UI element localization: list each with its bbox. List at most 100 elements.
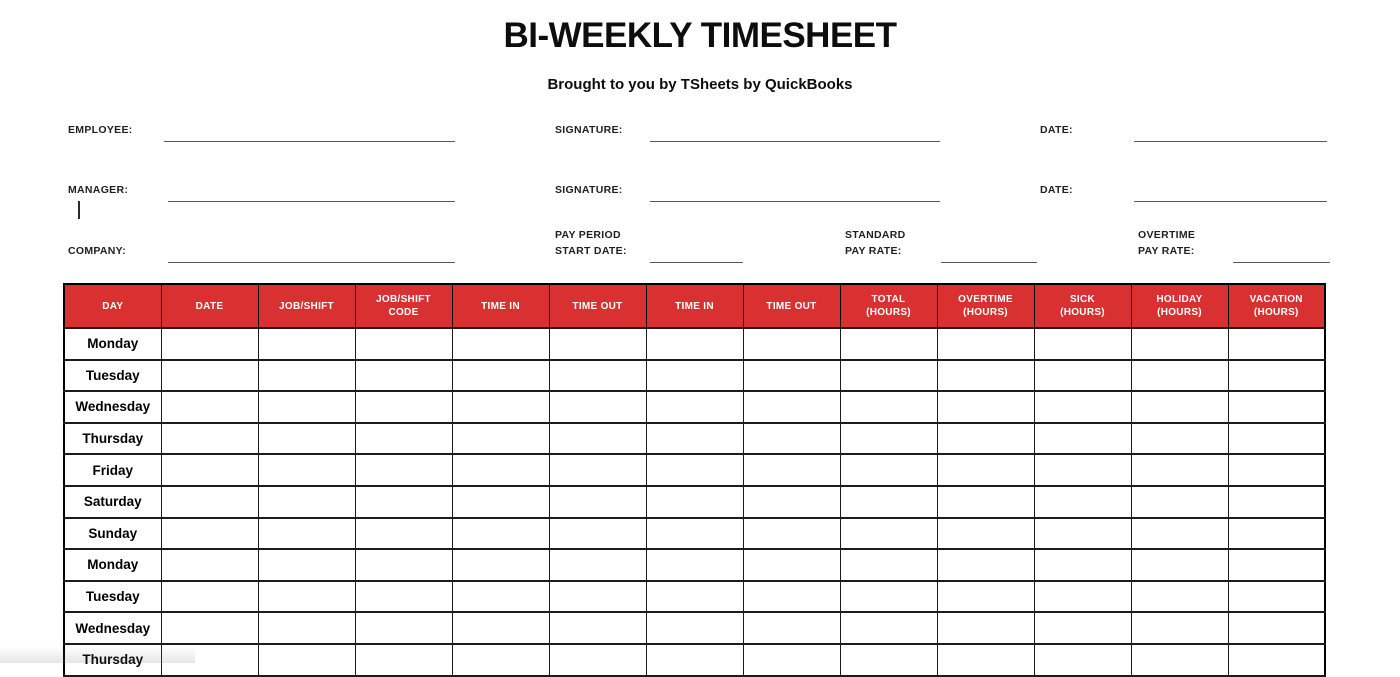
entry-cell[interactable] [354,390,453,424]
entry-cell[interactable] [1033,453,1132,487]
entry-cell[interactable] [1033,516,1132,551]
entry-cell[interactable] [451,390,550,424]
entry-cell[interactable] [839,390,938,424]
manager-input-line[interactable] [168,187,455,202]
entry-cell[interactable] [548,611,647,645]
entry-cell[interactable] [257,390,356,424]
entry-cell[interactable] [839,421,938,456]
entry-cell[interactable] [839,327,938,361]
entry-cell[interactable] [839,358,938,393]
entry-cell[interactable] [160,516,259,551]
entry-cell[interactable] [1227,421,1326,456]
entry-cell[interactable] [257,421,356,456]
entry-cell[interactable] [257,516,356,551]
entry-cell[interactable] [160,421,259,456]
entry-cell[interactable] [645,579,744,614]
pay-period-start-date-input-line[interactable] [650,248,743,263]
entry-cell[interactable] [451,579,550,614]
entry-cell[interactable] [1130,358,1229,393]
entry-cell[interactable] [1227,611,1326,645]
entry-cell[interactable] [1130,484,1229,519]
entry-cell[interactable] [1227,579,1326,614]
entry-cell[interactable] [548,579,647,614]
entry-cell[interactable] [1033,390,1132,424]
entry-cell[interactable] [451,453,550,487]
entry-cell[interactable] [548,642,647,677]
employee-input-line[interactable] [164,127,455,142]
entry-cell[interactable] [742,453,841,487]
entry-cell[interactable] [354,484,453,519]
entry-cell[interactable] [1033,611,1132,645]
entry-cell[interactable] [354,548,453,582]
entry-cell[interactable] [160,484,259,519]
entry-cell[interactable] [451,358,550,393]
entry-cell[interactable] [451,484,550,519]
entry-cell[interactable] [742,358,841,393]
entry-cell[interactable] [548,390,647,424]
company-input-line[interactable] [168,248,455,263]
entry-cell[interactable] [742,421,841,456]
entry-cell[interactable] [936,453,1035,487]
entry-cell[interactable] [1130,453,1229,487]
entry-cell[interactable] [1227,516,1326,551]
entry-cell[interactable] [1227,484,1326,519]
entry-cell[interactable] [451,516,550,551]
entry-cell[interactable] [548,453,647,487]
manager-date-input-line[interactable] [1134,187,1327,202]
entry-cell[interactable] [645,390,744,424]
entry-cell[interactable] [160,611,259,645]
entry-cell[interactable] [548,421,647,456]
entry-cell[interactable] [548,484,647,519]
entry-cell[interactable] [645,516,744,551]
entry-cell[interactable] [1227,390,1326,424]
entry-cell[interactable] [548,327,647,361]
entry-cell[interactable] [257,579,356,614]
entry-cell[interactable] [742,516,841,551]
entry-cell[interactable] [160,579,259,614]
entry-cell[interactable] [257,611,356,645]
entry-cell[interactable] [936,327,1035,361]
entry-cell[interactable] [742,548,841,582]
entry-cell[interactable] [1227,642,1326,677]
entry-cell[interactable] [742,484,841,519]
entry-cell[interactable] [645,421,744,456]
employee-signature-input-line[interactable] [650,127,940,142]
entry-cell[interactable] [1130,390,1229,424]
entry-cell[interactable] [645,453,744,487]
entry-cell[interactable] [257,548,356,582]
entry-cell[interactable] [742,642,841,677]
manager-signature-input-line[interactable] [650,187,940,202]
entry-cell[interactable] [160,548,259,582]
entry-cell[interactable] [160,327,259,361]
entry-cell[interactable] [645,358,744,393]
entry-cell[interactable] [257,327,356,361]
entry-cell[interactable] [1130,548,1229,582]
entry-cell[interactable] [839,579,938,614]
entry-cell[interactable] [1130,516,1229,551]
entry-cell[interactable] [936,611,1035,645]
entry-cell[interactable] [839,484,938,519]
entry-cell[interactable] [548,358,647,393]
entry-cell[interactable] [451,611,550,645]
entry-cell[interactable] [839,516,938,551]
entry-cell[interactable] [936,642,1035,677]
entry-cell[interactable] [1130,421,1229,456]
entry-cell[interactable] [936,358,1035,393]
entry-cell[interactable] [645,484,744,519]
entry-cell[interactable] [839,642,938,677]
entry-cell[interactable] [1130,611,1229,645]
entry-cell[interactable] [645,548,744,582]
entry-cell[interactable] [1130,642,1229,677]
entry-cell[interactable] [160,358,259,393]
entry-cell[interactable] [1033,327,1132,361]
entry-cell[interactable] [354,453,453,487]
entry-cell[interactable] [160,453,259,487]
entry-cell[interactable] [1130,327,1229,361]
entry-cell[interactable] [645,327,744,361]
entry-cell[interactable] [645,611,744,645]
entry-cell[interactable] [936,579,1035,614]
entry-cell[interactable] [742,327,841,361]
entry-cell[interactable] [354,421,453,456]
entry-cell[interactable] [742,390,841,424]
entry-cell[interactable] [354,642,453,677]
